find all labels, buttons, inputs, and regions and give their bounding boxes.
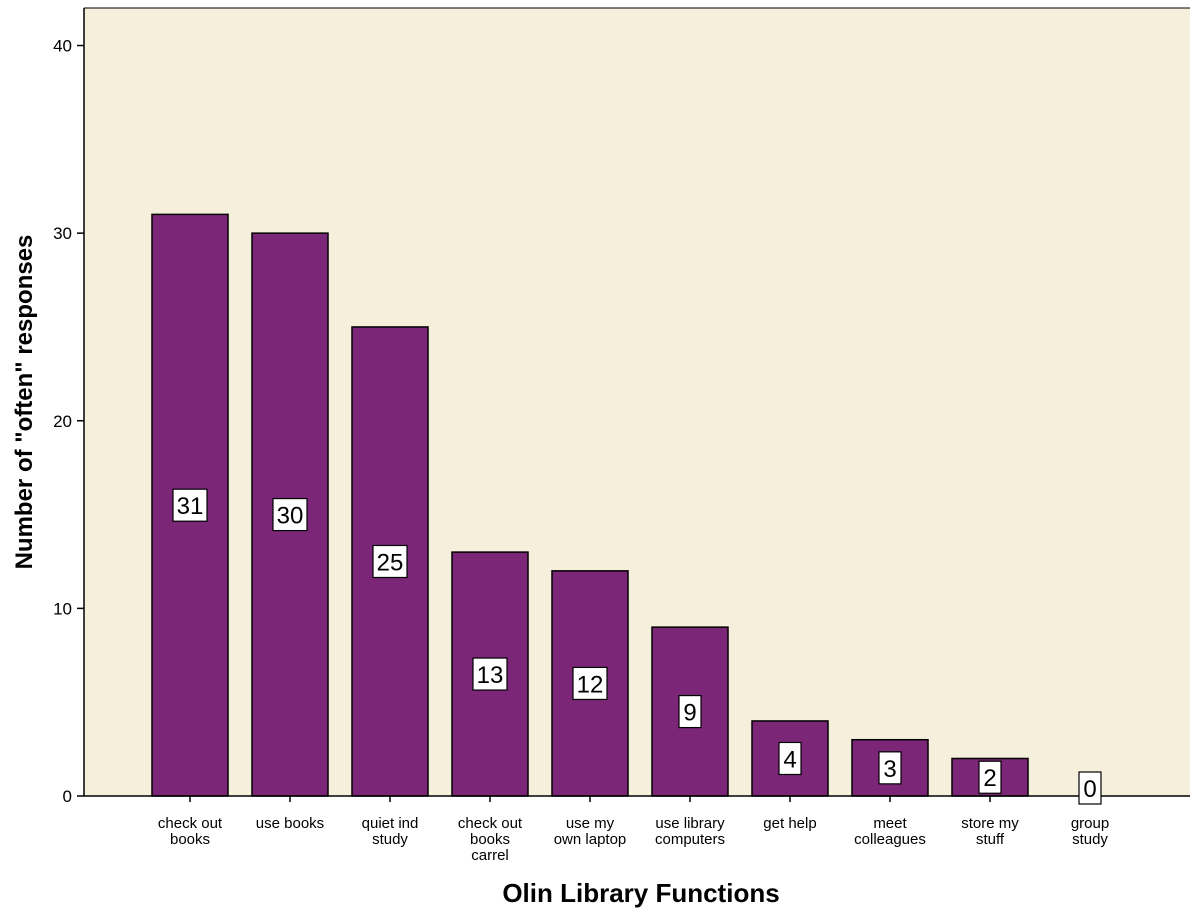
x-tick-label-line: books xyxy=(470,831,510,848)
data-label-text: 2 xyxy=(983,765,996,792)
x-tick-label-line: use my xyxy=(566,815,615,832)
x-tick-label: use library computers xyxy=(655,815,725,848)
x-tick-label-line: check out xyxy=(458,815,523,832)
data-label-text: 9 xyxy=(683,700,696,727)
data-label-box xyxy=(272,497,308,532)
x-tick-label-line: computers xyxy=(655,831,725,848)
x-axis-title: Olin Library Functions xyxy=(502,878,779,908)
x-tick-label-line: check out xyxy=(158,815,223,832)
plot-background xyxy=(84,8,1190,796)
data-label-text: 31 xyxy=(177,493,204,520)
x-tick-label-line: colleagues xyxy=(854,831,926,848)
y-tick-label: 10 xyxy=(53,599,72,618)
axes-group xyxy=(83,7,1190,797)
x-tick-label: use my own laptop xyxy=(554,815,627,848)
x-tick-label-line: get help xyxy=(763,815,816,832)
data-label-box xyxy=(1078,771,1102,805)
x-tick-label: use books xyxy=(256,815,324,832)
data-label-text: 13 xyxy=(477,662,504,689)
x-tick-label-line: store my xyxy=(961,815,1019,832)
data-label-text: 12 xyxy=(577,671,604,698)
data-labels-group: 31 30 25 13 12 9 4 3 2 0 xyxy=(172,488,1102,805)
x-tick-label-line: use books xyxy=(256,815,324,832)
y-axis-title: Number of "often" responses xyxy=(11,235,38,570)
data-label-box xyxy=(572,666,608,701)
x-tick-label-line: stuff xyxy=(976,831,1005,848)
data-label-text: 25 xyxy=(377,549,404,576)
data-label: 25 xyxy=(372,544,408,579)
y-ticks-group: 0 10 20 30 40 xyxy=(53,37,84,806)
x-tick-label: group study xyxy=(1071,815,1109,848)
data-label-box xyxy=(878,751,902,785)
data-label: 31 xyxy=(172,488,208,522)
data-label-text: 0 xyxy=(1083,776,1096,803)
data-label-box xyxy=(978,760,1002,794)
data-label-box xyxy=(472,657,508,691)
y-tick-label: 20 xyxy=(53,412,72,431)
x-tick-label-line: meet xyxy=(873,815,907,832)
x-tick-label-line: study xyxy=(372,831,408,848)
data-label-text: 4 xyxy=(783,746,796,773)
x-tick-label-line: study xyxy=(1072,831,1108,848)
data-label: 2 xyxy=(978,760,1002,794)
x-tick-label: check out books xyxy=(158,815,223,848)
y-tick-label: 0 xyxy=(63,787,72,806)
data-label: 13 xyxy=(472,657,508,691)
x-tick-label-line: use library xyxy=(655,815,725,832)
data-label: 4 xyxy=(778,741,802,776)
x-tick-label-line: own laptop xyxy=(554,831,627,848)
x-tick-label: check out books carrel xyxy=(458,815,523,864)
y-tick-label: 30 xyxy=(53,224,72,243)
data-label: 12 xyxy=(572,666,608,701)
x-tick-label: store my stuff xyxy=(961,815,1019,848)
x-tick-label-line: carrel xyxy=(471,847,509,864)
x-tick-label: quiet ind study xyxy=(362,815,419,848)
data-label-text: 30 xyxy=(277,503,304,530)
x-tick-label-line: books xyxy=(170,831,210,848)
data-label: 9 xyxy=(678,694,702,729)
data-label-text: 3 xyxy=(883,756,896,783)
x-tick-label: get help xyxy=(763,815,816,832)
data-label: 0 xyxy=(1078,771,1102,805)
x-tick-label-line: group xyxy=(1071,815,1109,832)
data-label-box xyxy=(172,488,208,522)
x-tick-label: meet colleagues xyxy=(854,815,926,848)
data-label-box xyxy=(372,544,408,579)
x-tick-label-line: quiet ind xyxy=(362,815,419,832)
data-label-box xyxy=(778,741,802,776)
data-label-box xyxy=(678,694,702,729)
data-label: 30 xyxy=(272,497,308,532)
data-label: 3 xyxy=(878,751,902,785)
bar xyxy=(851,738,929,797)
y-tick-label: 40 xyxy=(53,37,72,56)
